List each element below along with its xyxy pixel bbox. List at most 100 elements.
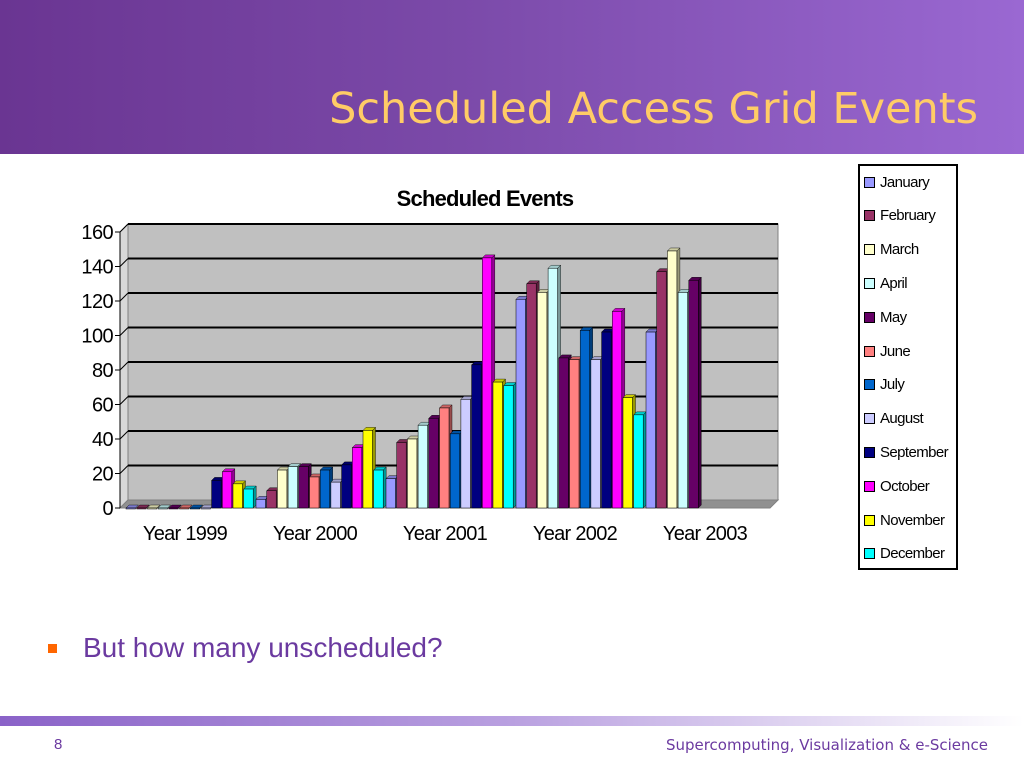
bar-june-year-2002	[569, 359, 580, 509]
bar-october-year-2001	[482, 257, 493, 509]
legend-item-february: February	[864, 206, 936, 226]
bar-april-year-2000	[287, 466, 298, 509]
legend-label: May	[880, 308, 907, 326]
bar-december-year-2000	[373, 469, 384, 509]
footer-text: Supercomputing, Visualization & e-Scienc…	[665, 736, 988, 754]
legend-item-october: October	[864, 476, 930, 496]
bar-august-year-2002	[590, 359, 601, 509]
y-tick-label: 160	[81, 222, 113, 244]
bar-august-year-2001	[460, 399, 471, 509]
chart-title: Scheduled Events	[397, 186, 574, 211]
legend-swatch	[864, 244, 875, 256]
bar-october-year-2002	[612, 311, 623, 509]
bar-november-year-2002	[622, 397, 633, 509]
bar-april-year-2003	[677, 292, 688, 509]
bar-november-year-1999	[232, 483, 243, 509]
bar-february-year-2003	[656, 271, 667, 509]
bar-august-year-1999	[200, 507, 211, 510]
legend-swatch	[864, 345, 875, 357]
legend-swatch	[864, 210, 875, 222]
bar-side	[698, 276, 702, 509]
y-tick-label: 140	[81, 257, 113, 279]
legend-swatch	[864, 311, 875, 323]
x-tick-label: Year 2001	[403, 523, 488, 545]
y-tick-label: 40	[92, 429, 114, 451]
y-tick-label: 0	[102, 498, 113, 520]
bar-february-year-2002	[526, 283, 537, 509]
legend-item-september: September	[864, 442, 949, 462]
legend-swatch	[864, 514, 875, 526]
bar-chart: Scheduled Events 0 20 40 60 80 100 120 140 160 Yea…	[81, 186, 780, 545]
bar-september-year-2001	[471, 364, 482, 509]
bar-january-year-2000	[255, 499, 266, 509]
bar-february-year-2000	[266, 490, 277, 509]
legend-item-january: January	[864, 172, 930, 192]
bullet-item: But how many unscheduled?	[48, 632, 443, 664]
y-tick-label: 60	[92, 395, 114, 417]
legend-label: April	[880, 274, 908, 292]
legend-item-december: December	[864, 544, 945, 564]
y-tick-label: 100	[81, 326, 113, 348]
bar-december-year-1999	[243, 488, 254, 509]
legend-item-may: May	[864, 307, 907, 327]
bullet-text: But how many unscheduled?	[83, 632, 443, 663]
legend-swatch	[864, 480, 875, 492]
legend-item-june: June	[864, 341, 911, 361]
legend-item-april: April	[864, 273, 908, 293]
bar-may-year-2001	[428, 418, 439, 509]
bar-july-year-2002	[579, 330, 590, 509]
bar-march-year-2001	[407, 438, 418, 509]
bar-july-year-2001	[449, 433, 460, 509]
gridline-side	[119, 430, 129, 440]
gridline-side	[119, 361, 129, 371]
bar-august-year-2000	[330, 481, 341, 509]
legend-item-july: July	[864, 375, 905, 395]
legend-item-march: March	[864, 240, 919, 260]
legend-label: October	[880, 477, 930, 495]
bar-june-year-2001	[439, 407, 450, 509]
chart-legend: January February March April May June July Augu…	[858, 164, 958, 570]
bar-february-year-1999	[136, 507, 147, 510]
bar-january-year-2002	[515, 299, 526, 509]
bar-december-year-2001	[503, 385, 514, 509]
legend-swatch	[864, 446, 875, 458]
x-tick-label: Year 2003	[663, 523, 748, 545]
bar-december-year-2002	[633, 414, 644, 509]
gridline-side	[119, 223, 129, 233]
legend-label: June	[880, 342, 911, 360]
bar-september-year-1999	[211, 480, 222, 509]
slide-title: Scheduled Access Grid Events	[329, 84, 978, 134]
bar-may-year-2000	[298, 466, 309, 509]
legend-label: December	[880, 545, 945, 563]
bar-march-year-2002	[537, 292, 548, 509]
legend-label: March	[880, 241, 919, 259]
bar-september-year-2002	[601, 331, 612, 509]
legend-label: November	[880, 511, 945, 529]
bar-january-year-2001	[385, 478, 396, 509]
legend-label: February	[880, 207, 936, 225]
gridline-side	[119, 396, 129, 405]
bar-november-year-2001	[492, 381, 503, 509]
bar-march-year-2000	[277, 469, 288, 509]
bar-january-year-2003	[645, 331, 656, 509]
legend-label: January	[880, 173, 930, 191]
bar-february-year-2001	[396, 442, 407, 509]
legend-swatch	[864, 379, 875, 391]
legend-label: July	[880, 376, 905, 394]
gridline-side	[119, 327, 129, 336]
y-tick-label: 120	[81, 291, 113, 313]
legend-item-august: August	[864, 409, 924, 429]
x-tick-label: Year 2002	[533, 523, 618, 545]
title-banner	[0, 0, 1024, 154]
legend-swatch	[864, 548, 875, 560]
bar-june-year-2000	[309, 476, 320, 509]
bar-march-year-1999	[147, 507, 158, 510]
bullet-square-icon	[48, 643, 57, 653]
legend-swatch	[864, 277, 875, 289]
bar-july-year-1999	[189, 507, 200, 510]
bar-january-year-1999	[125, 507, 136, 510]
gridline-side	[119, 258, 129, 267]
gridline-side	[119, 292, 129, 302]
legend-swatch	[864, 176, 875, 188]
legend-item-november: November	[864, 510, 945, 530]
